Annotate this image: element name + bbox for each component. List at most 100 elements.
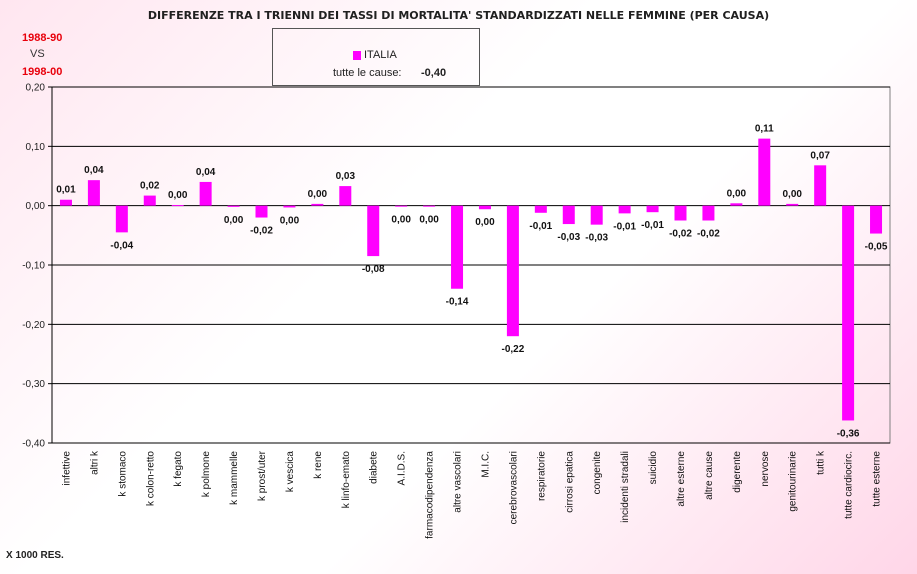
data-label: -0,22 (502, 344, 525, 355)
x-category-label: k prost/uter (257, 450, 268, 501)
data-label: -0,01 (641, 220, 664, 231)
x-category-label: altre vascolari (453, 451, 464, 513)
x-category-label: tutte esterne (872, 451, 883, 507)
bar (702, 205, 715, 221)
period-start-label: 1988-90 (22, 32, 63, 44)
y-tick-label: -0,20 (22, 320, 45, 331)
data-label: -0,02 (250, 226, 273, 237)
x-category-label: respiratorie (536, 451, 547, 501)
x-category-label: infettive (61, 451, 72, 486)
bar (842, 205, 855, 421)
bar (534, 205, 547, 213)
data-label: 0,03 (336, 171, 356, 182)
x-category-label: cirrosi epatica (564, 451, 575, 513)
chart-title: DIFFERENZE TRA I TRIENNI DEI TASSI DI MO… (147, 9, 770, 22)
data-label: 0,04 (196, 167, 216, 178)
bar (311, 203, 324, 206)
bar (171, 205, 184, 207)
data-label: 0,00 (391, 215, 411, 226)
y-tick-label: 0,00 (26, 201, 46, 212)
x-category-label: k linfo-emato (341, 451, 352, 509)
x-category-label: k stomaco (117, 451, 128, 497)
bar (758, 138, 771, 206)
bar (423, 205, 436, 207)
x-category-label: k fegato (173, 451, 184, 487)
bar (143, 195, 156, 206)
period-end-label: 1998-00 (22, 66, 63, 78)
bar (339, 186, 352, 206)
data-label: -0,02 (669, 229, 692, 240)
data-label: -0,08 (362, 264, 385, 275)
x-category-label: digerente (732, 451, 743, 493)
x-category-label: nervose (760, 451, 771, 487)
x-category-label: k polmone (201, 451, 212, 498)
bar (59, 199, 72, 206)
legend-box: ITALIA tutte le cause: -0,40 (272, 28, 480, 86)
x-category-label: tutte cardiocirc. (844, 451, 855, 519)
x-category-label: M.I.C. (480, 451, 491, 478)
bar (506, 205, 519, 337)
x-category-label: altre cause (704, 451, 715, 500)
bar (730, 203, 743, 206)
data-label: 0,00 (308, 189, 328, 200)
bar (870, 205, 883, 234)
data-label: -0,01 (613, 221, 636, 232)
x-category-label: congenite (592, 451, 603, 495)
period-vs-label: VS (30, 48, 45, 60)
data-label: -0,05 (865, 242, 888, 253)
bar (590, 205, 603, 225)
data-label: 0,04 (84, 165, 104, 176)
y-tick-label: -0,40 (22, 439, 45, 450)
bar (646, 205, 659, 213)
y-tick-label: 0,10 (26, 142, 46, 153)
data-label: -0,03 (557, 232, 580, 243)
footnote: X 1000 RES. (6, 550, 64, 561)
x-category-label: k rene (313, 451, 324, 479)
bar (674, 205, 687, 221)
x-category-label: incidenti stradali (620, 451, 631, 523)
data-label: 0,07 (810, 150, 830, 161)
bar (227, 205, 240, 207)
legend-swatch (353, 51, 361, 60)
data-label: -0,02 (697, 229, 720, 240)
bar (478, 205, 491, 210)
data-label: 0,00 (280, 215, 300, 226)
y-tick-label: 0,20 (26, 83, 46, 94)
data-label: 0,00 (782, 189, 802, 200)
x-category-label: A.I.D.S. (397, 451, 408, 485)
data-label: -0,04 (110, 240, 133, 251)
x-category-label: tutti k (816, 450, 827, 475)
bar (451, 205, 464, 289)
x-category-label: k mammelle (229, 451, 240, 505)
y-tick-label: -0,10 (22, 261, 45, 272)
legend-total-value: -0,40 (421, 67, 447, 79)
data-label: -0,14 (446, 297, 469, 308)
data-label: 0,00 (419, 215, 439, 226)
bar (367, 205, 380, 257)
x-category-label: k colon-retto (145, 451, 156, 506)
y-tick-label: -0,30 (22, 379, 45, 390)
bar (395, 205, 408, 207)
data-label: 0,00 (475, 217, 495, 228)
bar (562, 205, 575, 225)
bar (255, 205, 268, 218)
bar (87, 180, 100, 206)
data-label: 0,01 (56, 185, 76, 196)
x-category-label: diabete (369, 451, 380, 484)
x-category-label: altre esterne (676, 451, 687, 507)
legend-series-label: ITALIA (364, 49, 397, 61)
x-category-label: genitourinarie (788, 451, 799, 512)
bar (115, 205, 128, 233)
x-category-label: cerebrovascolari (508, 451, 519, 524)
data-label: -0,03 (585, 233, 608, 244)
x-category-label: altri k (89, 450, 100, 475)
data-label: 0,00 (727, 188, 747, 199)
x-category-label: farmacodipendenza (425, 451, 436, 539)
bar (814, 165, 827, 206)
data-label: 0,00 (168, 190, 188, 201)
bar (618, 205, 631, 214)
bar (283, 205, 296, 208)
data-label: 0,02 (140, 181, 160, 192)
legend-total-label: tutte le cause: (333, 67, 402, 79)
